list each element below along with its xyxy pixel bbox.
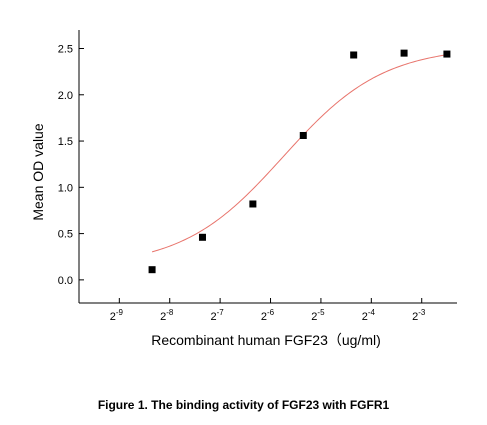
x-tick-label: 2-3 <box>412 308 426 323</box>
y-axis-ticks: 0.0 0.5 1.0 1.5 2.0 2.5 <box>58 44 84 287</box>
x-tick-label: 2-4 <box>362 308 376 323</box>
y-axis-title: Mean OD value <box>30 123 46 220</box>
fit-curve <box>151 54 447 253</box>
x-tick-label: 2-8 <box>160 308 174 323</box>
x-axis-ticks: 2-9 2-8 2-7 2-6 2-5 2-4 2-3 <box>110 298 426 323</box>
y-tick-label: 2.5 <box>58 44 73 56</box>
x-axis-title: Recombinant human FGF23（ug/ml) <box>151 332 381 348</box>
x-tick-label: 2-5 <box>311 308 325 323</box>
data-point <box>299 131 307 139</box>
data-points <box>148 49 451 274</box>
data-point <box>443 50 451 58</box>
y-tick-label: 0.5 <box>58 229 73 241</box>
figure-caption: Figure 1. The binding activity of FGF23 … <box>97 398 390 412</box>
x-tick-label: 2-6 <box>261 308 275 323</box>
x-tick-label: 2-9 <box>110 308 124 323</box>
y-tick-label: 1.5 <box>58 136 73 148</box>
y-tick-label: 1.0 <box>58 182 73 194</box>
data-point <box>400 49 408 57</box>
data-point <box>148 266 156 274</box>
data-point <box>249 200 257 208</box>
y-tick-label: 0.0 <box>58 275 73 287</box>
plot-axes <box>78 30 457 304</box>
data-point <box>350 51 358 59</box>
y-tick-label: 2.0 <box>58 90 73 102</box>
x-tick-label: 2-7 <box>210 308 224 323</box>
data-point <box>198 233 206 241</box>
